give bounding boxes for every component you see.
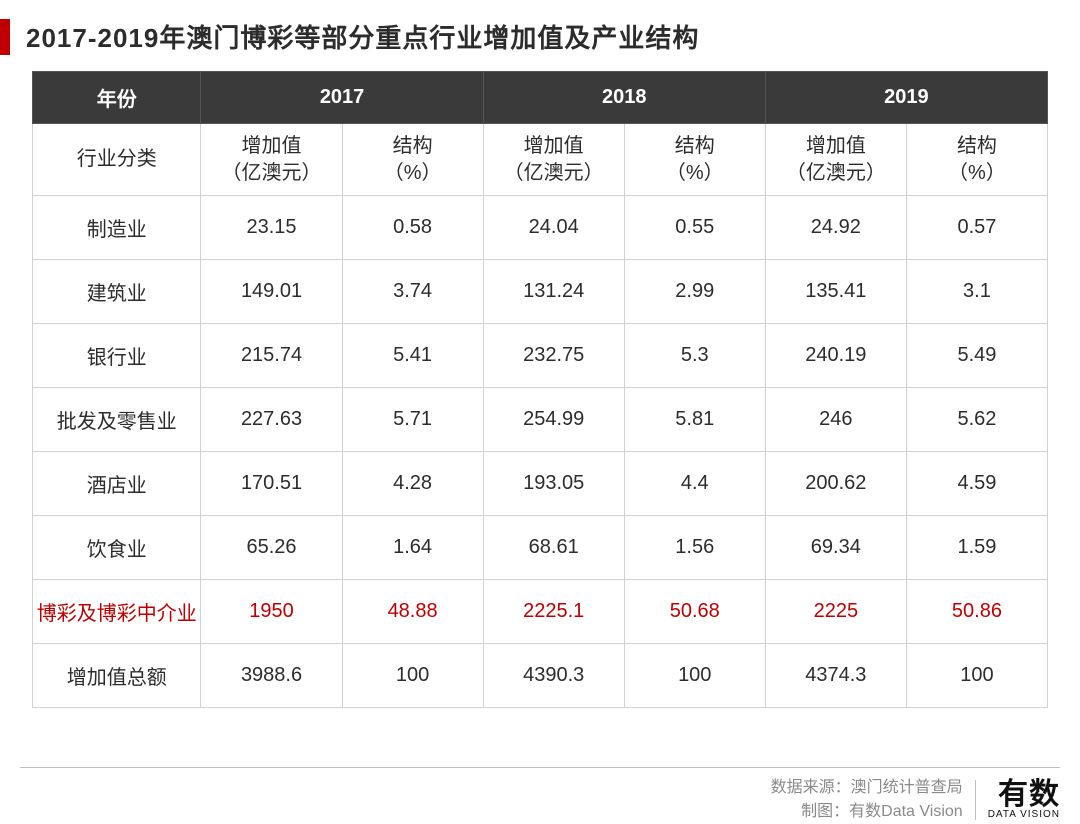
cell-p2019: 1.59 bbox=[906, 516, 1047, 580]
cell-v2017: 149.01 bbox=[201, 260, 342, 324]
table-row: 制造业23.150.5824.040.5524.920.57 bbox=[33, 196, 1048, 260]
cell-v2019: 240.19 bbox=[765, 324, 906, 388]
cell-p2017: 5.71 bbox=[342, 388, 483, 452]
table-row: 银行业215.745.41232.755.3240.195.49 bbox=[33, 324, 1048, 388]
cell-v2019: 246 bbox=[765, 388, 906, 452]
cell-v2017: 1950 bbox=[201, 580, 342, 644]
credit-value: 有数Data Vision bbox=[849, 803, 963, 820]
table-body: 制造业23.150.5824.040.5524.920.57建筑业149.013… bbox=[33, 196, 1048, 708]
row-label: 增加值总额 bbox=[33, 644, 201, 708]
row-label: 酒店业 bbox=[33, 452, 201, 516]
table-row: 酒店业170.514.28193.054.4200.624.59 bbox=[33, 452, 1048, 516]
row-label: 博彩及博彩中介业 bbox=[33, 580, 201, 644]
cell-v2018: 24.04 bbox=[483, 196, 624, 260]
header-year-2017: 2017 bbox=[201, 72, 483, 124]
cell-v2018: 232.75 bbox=[483, 324, 624, 388]
cell-v2018: 254.99 bbox=[483, 388, 624, 452]
cell-p2018: 0.55 bbox=[624, 196, 765, 260]
table-row: 建筑业149.013.74131.242.99135.413.1 bbox=[33, 260, 1048, 324]
cell-p2019: 3.1 bbox=[906, 260, 1047, 324]
source-value: 澳门统计普查局 bbox=[851, 779, 963, 796]
cell-p2018: 1.56 bbox=[624, 516, 765, 580]
table-row: 增加值总额3988.61004390.31004374.3100 bbox=[33, 644, 1048, 708]
header-year-2019: 2019 bbox=[765, 72, 1047, 124]
header-years-row: 年份 2017 2018 2019 bbox=[33, 72, 1048, 124]
row-label: 饮食业 bbox=[33, 516, 201, 580]
cell-v2019: 24.92 bbox=[765, 196, 906, 260]
cell-p2017: 0.58 bbox=[342, 196, 483, 260]
cell-v2018: 68.61 bbox=[483, 516, 624, 580]
cell-v2017: 215.74 bbox=[201, 324, 342, 388]
cell-v2017: 227.63 bbox=[201, 388, 342, 452]
table-container: 年份 2017 2018 2019 行业分类 增加值（亿澳元） 结构（%） 增加… bbox=[0, 71, 1080, 708]
source-label: 数据来源： bbox=[771, 779, 851, 796]
cell-p2017: 5.41 bbox=[342, 324, 483, 388]
header-year-2018: 2018 bbox=[483, 72, 765, 124]
cell-v2017: 65.26 bbox=[201, 516, 342, 580]
row-label: 批发及零售业 bbox=[33, 388, 201, 452]
cell-p2019: 0.57 bbox=[906, 196, 1047, 260]
logo-cn: 有数 bbox=[988, 780, 1060, 810]
cell-p2019: 50.86 bbox=[906, 580, 1047, 644]
cell-v2018: 131.24 bbox=[483, 260, 624, 324]
row-label: 制造业 bbox=[33, 196, 201, 260]
cell-p2019: 5.49 bbox=[906, 324, 1047, 388]
cell-p2018: 5.3 bbox=[624, 324, 765, 388]
cell-p2018: 100 bbox=[624, 644, 765, 708]
cell-v2017: 23.15 bbox=[201, 196, 342, 260]
header-pct-2019: 结构（%） bbox=[906, 124, 1047, 196]
cell-v2019: 200.62 bbox=[765, 452, 906, 516]
footer-text: 数据来源：澳门统计普查局 制图：有数Data Vision bbox=[771, 776, 963, 824]
cell-v2017: 3988.6 bbox=[201, 644, 342, 708]
header-value-2019: 增加值（亿澳元） bbox=[765, 124, 906, 196]
cell-p2017: 4.28 bbox=[342, 452, 483, 516]
industry-table: 年份 2017 2018 2019 行业分类 增加值（亿澳元） 结构（%） 增加… bbox=[32, 71, 1048, 708]
cell-p2017: 48.88 bbox=[342, 580, 483, 644]
table-row: 博彩及博彩中介业195048.882225.150.68222550.86 bbox=[33, 580, 1048, 644]
table-row: 批发及零售业227.635.71254.995.812465.62 bbox=[33, 388, 1048, 452]
cell-p2018: 4.4 bbox=[624, 452, 765, 516]
page-title: 2017-2019年澳门博彩等部分重点行业增加值及产业结构 bbox=[26, 18, 699, 55]
header-year-label: 年份 bbox=[33, 72, 201, 124]
cell-p2018: 5.81 bbox=[624, 388, 765, 452]
cell-v2018: 2225.1 bbox=[483, 580, 624, 644]
footer: 数据来源：澳门统计普查局 制图：有数Data Vision 有数 DATA VI… bbox=[20, 767, 1060, 824]
table-row: 饮食业65.261.6468.611.5669.341.59 bbox=[33, 516, 1048, 580]
cell-v2019: 2225 bbox=[765, 580, 906, 644]
title-bar: 2017-2019年澳门博彩等部分重点行业增加值及产业结构 bbox=[0, 0, 1080, 71]
cell-p2019: 4.59 bbox=[906, 452, 1047, 516]
cell-p2018: 50.68 bbox=[624, 580, 765, 644]
cell-p2018: 2.99 bbox=[624, 260, 765, 324]
accent-bar bbox=[0, 19, 10, 55]
cell-v2018: 4390.3 bbox=[483, 644, 624, 708]
header-value-2018: 增加值（亿澳元） bbox=[483, 124, 624, 196]
credit-label: 制图： bbox=[801, 803, 849, 820]
logo-en: DATA VISION bbox=[988, 810, 1060, 820]
header-sub-row: 行业分类 增加值（亿澳元） 结构（%） 增加值（亿澳元） 结构（%） 增加值（亿… bbox=[33, 124, 1048, 196]
cell-v2019: 69.34 bbox=[765, 516, 906, 580]
header-value-2017: 增加值（亿澳元） bbox=[201, 124, 342, 196]
cell-p2019: 100 bbox=[906, 644, 1047, 708]
cell-p2017: 100 bbox=[342, 644, 483, 708]
cell-v2017: 170.51 bbox=[201, 452, 342, 516]
header-pct-2017: 结构（%） bbox=[342, 124, 483, 196]
logo: 有数 DATA VISION bbox=[975, 780, 1060, 820]
cell-p2019: 5.62 bbox=[906, 388, 1047, 452]
header-pct-2018: 结构（%） bbox=[624, 124, 765, 196]
row-label: 银行业 bbox=[33, 324, 201, 388]
row-label: 建筑业 bbox=[33, 260, 201, 324]
cell-v2019: 135.41 bbox=[765, 260, 906, 324]
cell-v2019: 4374.3 bbox=[765, 644, 906, 708]
cell-p2017: 3.74 bbox=[342, 260, 483, 324]
cell-v2018: 193.05 bbox=[483, 452, 624, 516]
header-industry-label: 行业分类 bbox=[33, 124, 201, 196]
cell-p2017: 1.64 bbox=[342, 516, 483, 580]
